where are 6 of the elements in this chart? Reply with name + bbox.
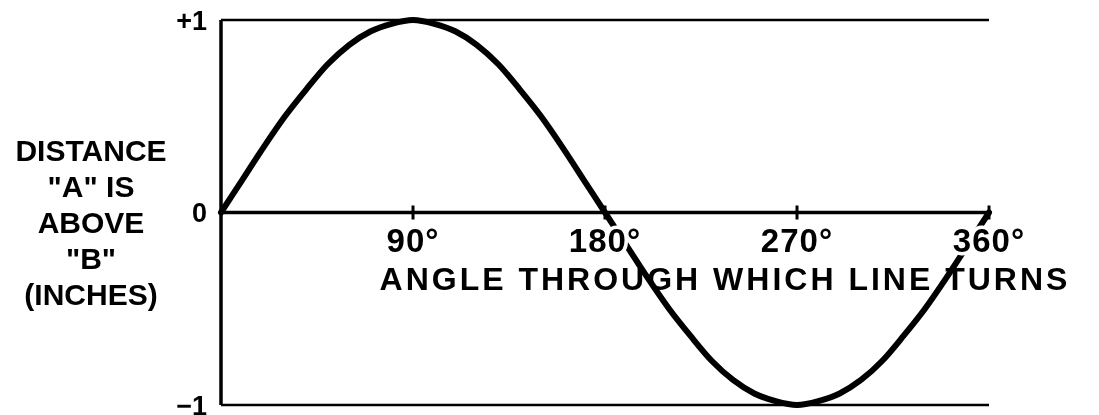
x-tick-label: 270° [760,221,834,259]
x-tick-label: 90° [386,221,440,259]
y-tick-label: 0 [191,198,207,229]
y-tick-label: +1 [176,5,207,36]
y-tick-label: −1 [176,390,207,415]
y-axis-title: DISTANCE "A" IS ABOVE "B" (INCHES) [15,133,167,311]
